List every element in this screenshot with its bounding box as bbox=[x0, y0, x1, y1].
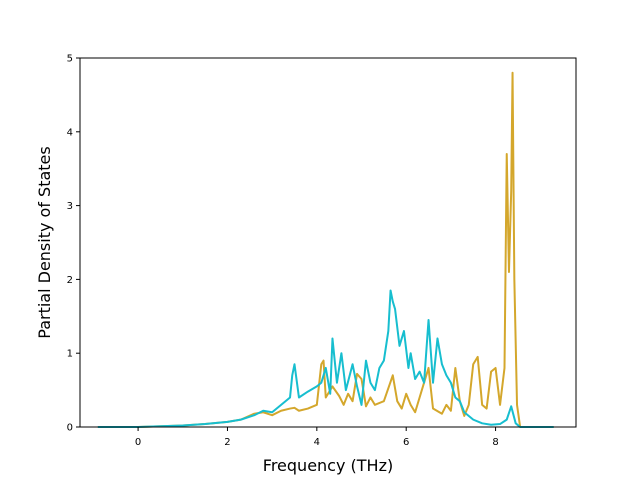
x-tick-label: 4 bbox=[314, 437, 320, 448]
y-tick-label: 1 bbox=[67, 349, 73, 360]
plot-frame bbox=[79, 57, 577, 428]
x-tick-label: 6 bbox=[403, 437, 409, 448]
series-line-1 bbox=[97, 71, 554, 428]
y-tick-label: 0 bbox=[67, 423, 73, 434]
x-axis-label: Frequency (THz) bbox=[263, 456, 393, 475]
x-axis-ticks: 0 2 4 6 8 bbox=[135, 427, 499, 448]
series-line-2 bbox=[97, 289, 554, 428]
series-lines bbox=[97, 71, 554, 428]
y-tick-label: 4 bbox=[67, 127, 73, 138]
x-tick-label: 0 bbox=[135, 437, 141, 448]
x-tick-label: 2 bbox=[224, 437, 230, 448]
x-tick-label: 8 bbox=[492, 437, 498, 448]
y-axis-label: Partial Density of States bbox=[35, 146, 54, 338]
y-tick-label: 5 bbox=[67, 54, 73, 65]
y-axis-ticks: 0 1 2 3 4 5 bbox=[67, 54, 80, 434]
y-tick-label: 3 bbox=[67, 201, 73, 212]
y-tick-label: 2 bbox=[67, 275, 73, 286]
